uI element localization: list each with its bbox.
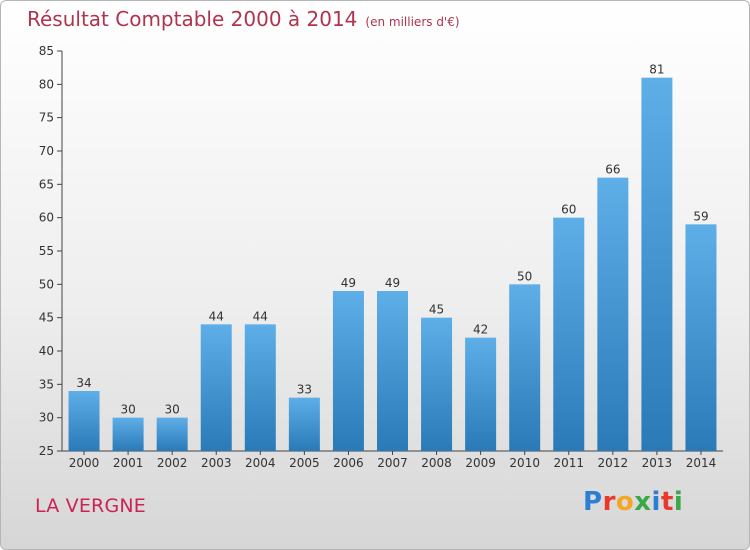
x-tick-label: 2008 — [421, 456, 452, 470]
x-tick-label: 2004 — [245, 456, 276, 470]
bar-2003 — [200, 324, 232, 451]
data-label-2003: 44 — [209, 309, 224, 323]
y-tick-label: 80 — [39, 77, 54, 91]
logo-letter: r — [602, 487, 616, 517]
bar-2007 — [377, 291, 408, 451]
chart-title-text: Résultat Comptable 2000 à 2014 — [27, 7, 358, 31]
logo-letter: i — [651, 487, 661, 517]
x-tick-label: 2013 — [642, 456, 673, 470]
logo-letter: P — [583, 487, 603, 517]
x-tick-label: 2011 — [553, 456, 584, 470]
y-tick-label: 85 — [39, 44, 54, 58]
x-axis: 2000 2001 2002 2003 2004 2005 2006 2007 2008 2009… — [62, 450, 723, 470]
bars: 34 30 30 44 44 33 49 49 45 42 50 60 66 81 59 — [68, 63, 717, 452]
y-tick-label: 50 — [39, 277, 54, 291]
y-tick-label: 60 — [39, 211, 54, 225]
y-tick-label: 70 — [39, 144, 54, 158]
bar-2010 — [509, 284, 541, 451]
data-label-2014: 59 — [693, 209, 708, 223]
bar-2004 — [244, 324, 276, 451]
y-tick-label: 75 — [39, 111, 54, 125]
x-tick-label: 2010 — [509, 456, 540, 470]
x-tick-label: 2000 — [69, 456, 100, 470]
y-tick-label: 45 — [39, 311, 54, 325]
logo-letter: i — [673, 487, 684, 517]
x-tick-label: 2003 — [201, 456, 232, 470]
bar-2013 — [641, 77, 673, 452]
y-tick-label: 30 — [39, 411, 54, 425]
logo-letter: x — [634, 487, 652, 517]
bar-2000 — [68, 391, 100, 451]
data-label-2008: 45 — [429, 303, 444, 317]
y-tick-label: 35 — [39, 377, 54, 391]
bar-2014 — [685, 224, 717, 451]
chart-unit: (en milliers d'€) — [365, 15, 460, 29]
data-label-2004: 44 — [253, 309, 268, 323]
y-tick-label: 55 — [39, 244, 54, 258]
x-tick-label: 2012 — [598, 456, 629, 470]
data-label-2010: 50 — [517, 269, 532, 283]
x-tick-label: 2007 — [377, 456, 408, 470]
data-label-2006: 49 — [341, 276, 356, 290]
bar-2008 — [421, 317, 453, 451]
data-label-2005: 33 — [297, 383, 312, 397]
data-label-2009: 42 — [473, 323, 488, 337]
bar-2001 — [112, 417, 144, 451]
bar-2011 — [553, 217, 585, 451]
data-label-2012: 66 — [605, 163, 620, 177]
y-tick-label: 65 — [39, 177, 54, 191]
y-axis: 25 30 35 40 45 50 55 60 65 70 75 80 85 — [39, 44, 63, 458]
data-label-2002: 30 — [165, 403, 180, 417]
x-tick-label: 2009 — [465, 456, 496, 470]
x-tick-label: 2014 — [686, 456, 717, 470]
x-tick-label: 2006 — [333, 456, 364, 470]
chart-title: Résultat Comptable 2000 à 2014 (en millie… — [27, 7, 460, 31]
data-label-2011: 60 — [561, 203, 576, 217]
bar-2012 — [597, 177, 629, 451]
x-tick-label: 2002 — [157, 456, 188, 470]
logo-letter: o — [615, 487, 635, 517]
place-name: LA VERGNE — [35, 495, 147, 517]
data-label-2001: 30 — [120, 403, 135, 417]
bar-2006 — [332, 291, 364, 451]
x-tick-label: 2005 — [289, 456, 320, 470]
proxiti-logo: Proxiti — [583, 487, 683, 517]
data-label-2000: 34 — [76, 376, 91, 390]
bar-2005 — [288, 397, 320, 451]
bar-2009 — [465, 337, 497, 451]
y-tick-label: 25 — [39, 444, 54, 458]
x-tick-label: 2001 — [113, 456, 144, 470]
data-label-2007: 49 — [385, 276, 400, 290]
y-tick-label: 40 — [39, 344, 54, 358]
bar-2002 — [156, 417, 188, 451]
logo-letter: t — [660, 487, 674, 517]
data-label-2013: 81 — [649, 63, 664, 77]
